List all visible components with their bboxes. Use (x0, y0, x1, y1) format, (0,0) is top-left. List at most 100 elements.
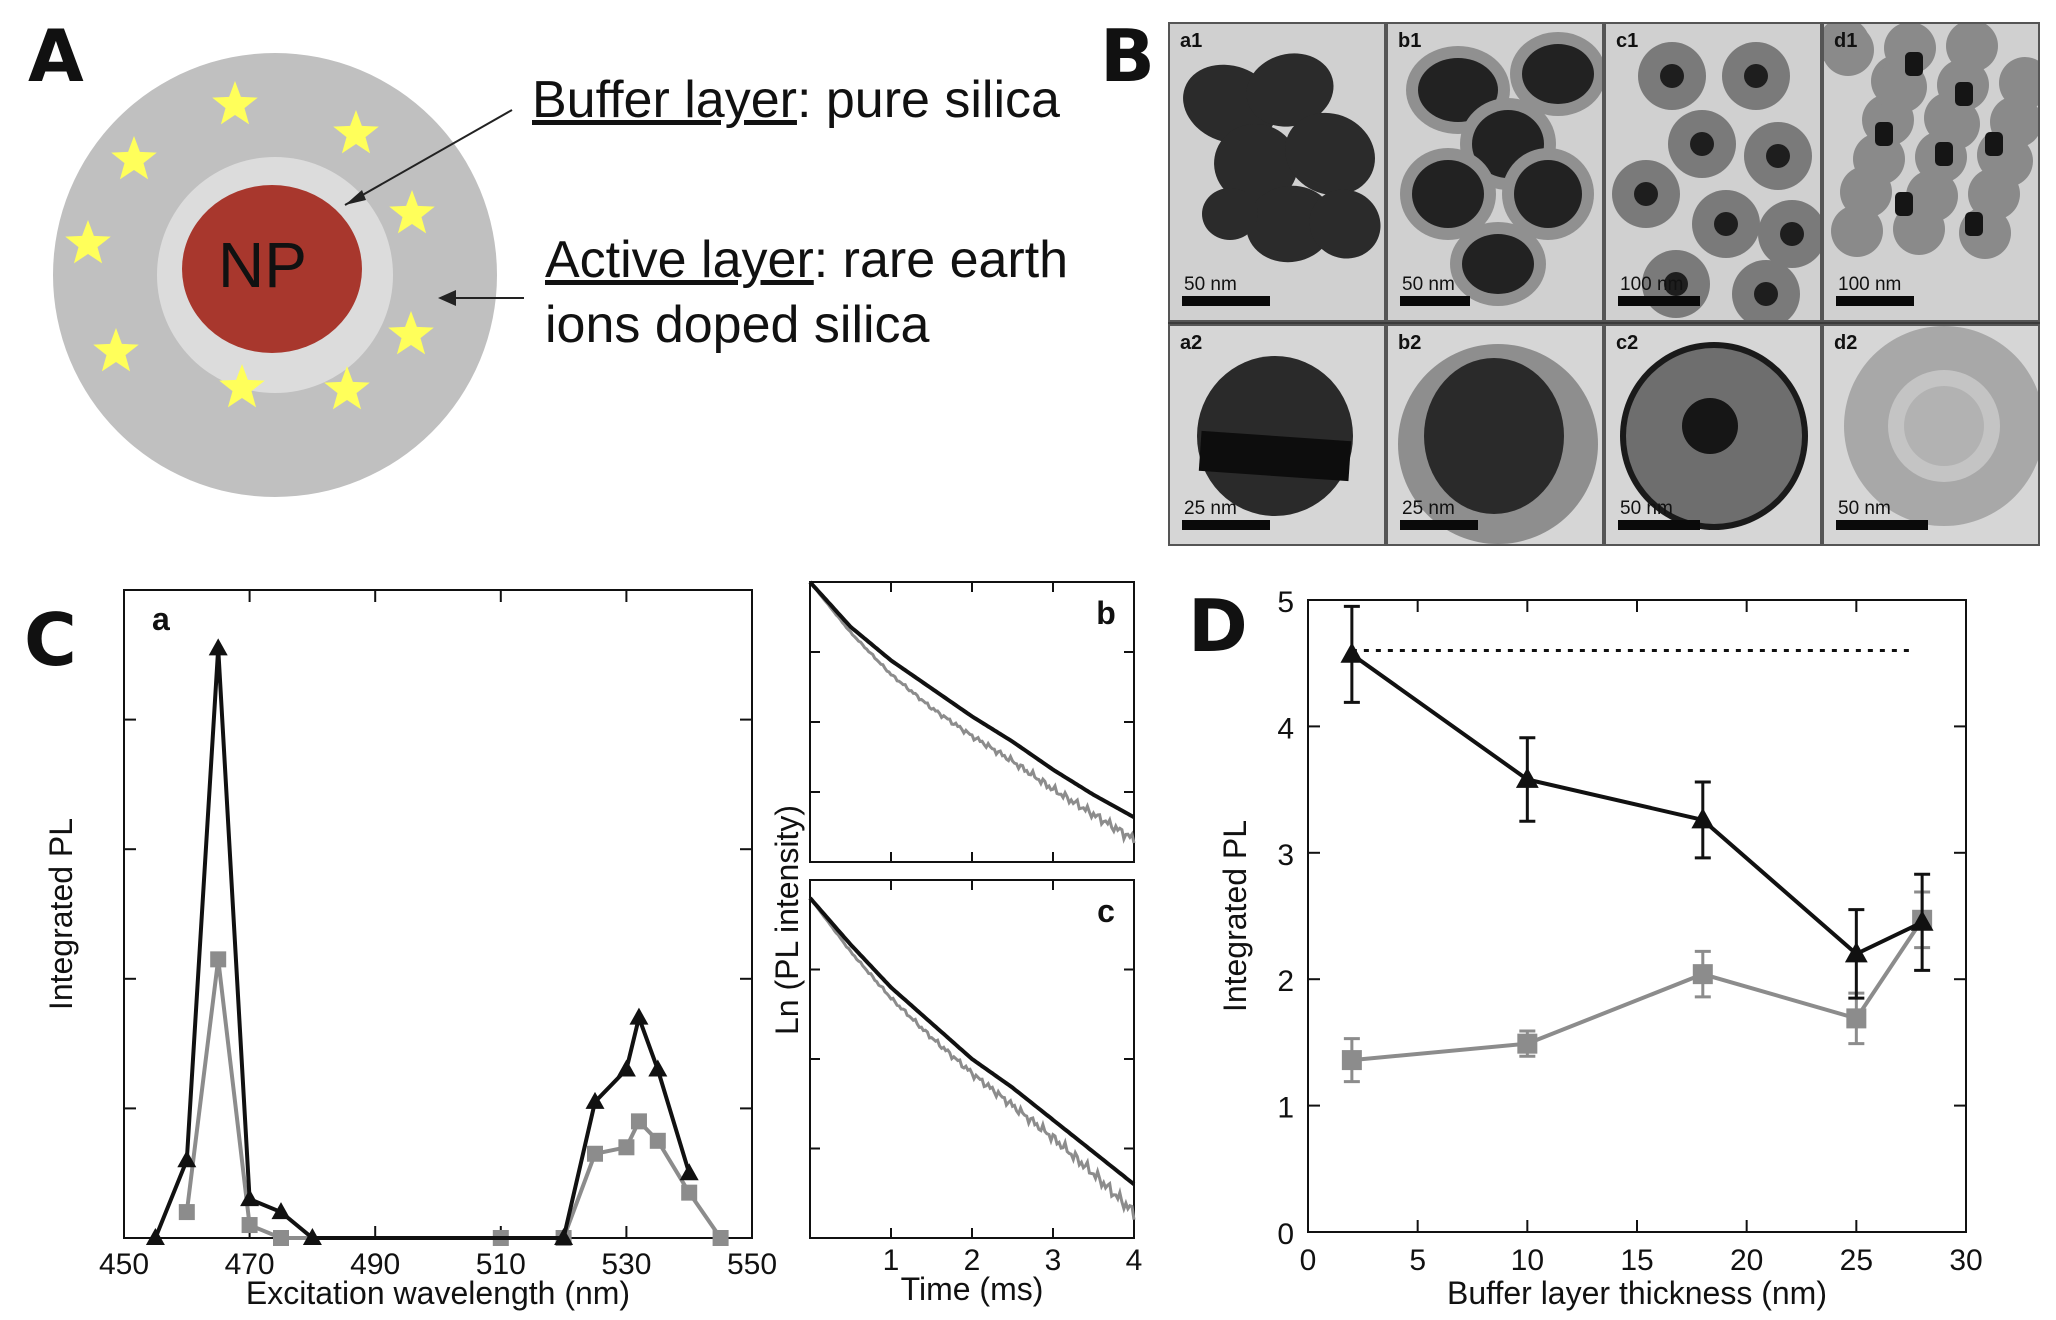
data-point (1692, 964, 1713, 985)
tem-image-label: b1 (1398, 30, 1422, 52)
x-tick-label: 4 (1126, 1244, 1143, 1277)
np-core (182, 185, 362, 353)
particle (1875, 122, 1893, 146)
tem-image-label: a2 (1180, 332, 1203, 354)
scale-bar (1182, 296, 1270, 306)
decay-curve (808, 580, 1135, 819)
tem-micrograph (1183, 53, 1381, 263)
hollow-inner (1904, 386, 1984, 466)
tem-micrograph (1824, 24, 2038, 259)
y-tick-label: 5 (1277, 586, 1294, 619)
data-point (1517, 1033, 1538, 1054)
active-layer-desc: : rare earth (813, 231, 1069, 289)
particle (1660, 64, 1684, 88)
particle (1246, 185, 1334, 263)
particle (1412, 160, 1484, 228)
panel-letter-b: B (1100, 14, 1155, 98)
y-tick-label: 3 (1277, 839, 1294, 872)
data-point (554, 1228, 574, 1245)
x-tick-label: 5 (1409, 1244, 1426, 1277)
scale-bar-label: 50 nm (1620, 498, 1673, 519)
x-tick-label: 10 (1511, 1244, 1544, 1277)
scale-bar-label: 50 nm (1402, 274, 1455, 295)
scale-bar (1182, 520, 1270, 530)
rare-earth-ion-stars (65, 81, 435, 410)
x-tick-label: 490 (350, 1248, 400, 1281)
y-axis-label: Ln (PL intensity) (770, 805, 805, 1035)
data-point (1515, 767, 1539, 788)
scale-bar (1836, 296, 1914, 306)
y-tick-label: 0 (1277, 1218, 1294, 1251)
scale-bar-label: 50 nm (1184, 274, 1237, 295)
scale-bar-label: 25 nm (1402, 498, 1455, 519)
data-point (679, 1163, 699, 1181)
data-point (712, 1230, 729, 1246)
decay-curve (808, 897, 1136, 1220)
tem-micrograph (1844, 326, 2038, 526)
scale-bar-label: 100 nm (1838, 274, 1902, 295)
data-point (649, 1132, 666, 1149)
active-layer-caption: Active layer: rare earth ions doped sili… (545, 228, 1068, 358)
silica-shell (1906, 170, 1958, 222)
particle-band (1198, 430, 1352, 482)
particle (1309, 189, 1381, 259)
particle (1965, 212, 1983, 236)
tem-image-label: b2 (1398, 332, 1422, 354)
particle (1714, 212, 1738, 236)
particle (1754, 282, 1778, 306)
x-tick-label: 3 (1045, 1244, 1062, 1277)
decay-curve (808, 896, 1136, 1186)
tem-image-label: a1 (1180, 30, 1203, 52)
silica-shell (1824, 24, 1874, 76)
tem-image-label: d2 (1834, 332, 1858, 354)
particle (1895, 192, 1913, 216)
tem-image-label: c1 (1616, 30, 1639, 52)
decay-curve (808, 581, 1136, 844)
chart-excitation-spectrum: a 450 470 490 510 530 550 Excitation wavelength… (43, 589, 777, 1311)
scale-bar-label: 50 nm (1838, 498, 1891, 519)
silica-shell (1928, 98, 1980, 150)
y-tick-label: 4 (1277, 712, 1294, 745)
series-line (184, 959, 723, 1240)
x-tick-label: 450 (99, 1248, 149, 1281)
x-tick-label: 530 (601, 1248, 651, 1281)
y-tick-label: 2 (1277, 965, 1294, 998)
particle (1424, 358, 1564, 514)
tem-image-a1: a1 50 nm (1168, 22, 1386, 322)
chart-buffer-thickness: 0 5 10 15 20 25 30 0 1 2 3 4 5 Buffer layer thickness… (1217, 586, 1983, 1311)
np-core-label: NP (218, 229, 307, 301)
scale-bar (1400, 520, 1478, 530)
x-tick-label: 30 (1949, 1244, 1982, 1277)
particle (1985, 132, 2003, 156)
chart-pl-decay-b: b c 1 2 3 4 Time (ms) Ln (PL intensity) (770, 580, 1143, 1307)
data-point (210, 951, 227, 968)
particle (1214, 123, 1298, 205)
panel-letter-a: A (28, 14, 84, 98)
tem-image-d1: d1 100 nm (1822, 22, 2040, 322)
x-tick-label: 25 (1840, 1244, 1873, 1277)
data-point (1341, 1050, 1362, 1071)
subpanel-label-a: a (152, 601, 170, 637)
active-layer-desc-line2: ions doped silica (545, 296, 930, 354)
particle (1202, 188, 1258, 240)
x-tick-label: 20 (1730, 1244, 1763, 1277)
particle (1780, 222, 1804, 246)
data-point (616, 1059, 636, 1077)
star-icon (219, 364, 265, 408)
buffer-layer-caption: Buffer layer: pure silica (532, 70, 1060, 130)
data-point (1846, 1008, 1867, 1029)
star-icon (111, 136, 157, 180)
data-point (1691, 807, 1715, 829)
star-icon (93, 328, 139, 372)
x-tick-label: 1 (883, 1244, 900, 1277)
star-icon (389, 190, 435, 234)
x-tick-label: 15 (1620, 1244, 1653, 1277)
particle (1690, 132, 1714, 156)
data-point (629, 1007, 649, 1025)
data-point (585, 1091, 605, 1109)
y-axis-label: Integrated PL (1217, 820, 1253, 1012)
x-tick-label: 0 (1300, 1244, 1317, 1277)
buffer-layer-keyword: Buffer layer (532, 71, 797, 129)
tem-micrograph (1612, 42, 1820, 320)
star-icon (333, 110, 379, 154)
